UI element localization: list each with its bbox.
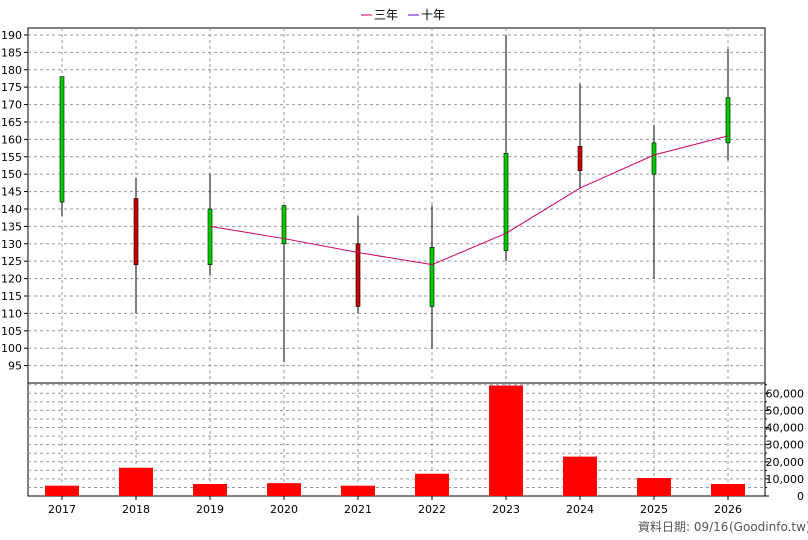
candle-2026 — [725, 48, 731, 161]
volume-bar-2022 — [415, 473, 449, 496]
price-tick-label: 135 — [1, 220, 22, 233]
candlesticks — [59, 34, 731, 363]
candle-body — [133, 198, 139, 265]
volume-bar-2024 — [563, 456, 597, 496]
x-tick-label: 2022 — [418, 503, 446, 516]
volume-bar-2017 — [45, 485, 79, 496]
legend-label-three-year: 三年 — [374, 8, 398, 22]
candle-2020 — [281, 205, 287, 363]
volume-tick-label: 0 — [797, 490, 804, 503]
price-tick-label: 185 — [1, 46, 22, 59]
volume-bar-2021 — [341, 485, 375, 496]
volume-bar-2020 — [267, 483, 301, 496]
price-tick-label: 170 — [1, 99, 22, 112]
volume-bar-2019 — [193, 484, 227, 496]
volume-bar-2018 — [119, 467, 153, 496]
volume-bars — [45, 385, 745, 496]
candle-2022 — [429, 205, 435, 349]
price-tick-label: 175 — [1, 81, 22, 94]
price-tick-label: 155 — [1, 151, 22, 164]
price-tick-label: 100 — [1, 342, 22, 355]
source-label: (Goodinfo.tw) — [729, 520, 808, 534]
data-date-label: 資料日期: 09/16 — [638, 520, 728, 534]
series-line — [209, 135, 729, 266]
volume-tick-label: 50,000 — [766, 404, 805, 417]
price-tick-label: 130 — [1, 238, 22, 251]
candle-body — [281, 205, 287, 245]
legend: 三年 十年 — [361, 8, 445, 22]
price-tick-label: 190 — [1, 29, 22, 42]
legend-label-ten-year: 十年 — [421, 8, 445, 22]
candle-body — [59, 76, 65, 203]
candle-body — [429, 246, 435, 307]
volume-panel-frame — [27, 382, 766, 497]
candle-body — [651, 142, 657, 175]
price-tick-label: 120 — [1, 273, 22, 286]
price-tick-label: 140 — [1, 203, 22, 216]
volume-tick-label: 10,000 — [766, 473, 805, 486]
price-tick-label: 125 — [1, 255, 22, 268]
candle-2017 — [59, 76, 65, 216]
price-tick-label: 115 — [1, 290, 22, 303]
volume-tick-label: 20,000 — [766, 456, 805, 469]
volume-y-axis: 0 10,000 20,000 30,000 40,000 50,000 60,000 — [765, 384, 805, 503]
volume-tick-label: 60,000 — [766, 387, 805, 400]
candle-body — [725, 97, 731, 144]
price-tick-label: 165 — [1, 116, 22, 129]
x-tick-label: 2018 — [122, 503, 150, 516]
candle-body — [577, 146, 583, 171]
volume-bar-2026 — [711, 484, 745, 496]
candle-body — [503, 152, 509, 252]
volume-tick-label: 30,000 — [766, 439, 805, 452]
volume-bar-2023 — [489, 385, 523, 496]
x-tick-label: 2023 — [492, 503, 520, 516]
volume-bar-2025 — [637, 478, 671, 496]
x-tick-label: 2025 — [640, 503, 668, 516]
volume-tick-label: 40,000 — [766, 422, 805, 435]
candle-2024 — [577, 83, 583, 189]
x-tick-label: 2026 — [714, 503, 742, 516]
x-tick-label: 2017 — [48, 503, 76, 516]
candle-2025 — [651, 125, 657, 279]
price-tick-label: 95 — [8, 360, 22, 373]
x-tick-label: 2021 — [344, 503, 372, 516]
x-tick-label: 2020 — [270, 503, 298, 516]
candle-2018 — [133, 177, 139, 314]
price-tick-label: 145 — [1, 186, 22, 199]
candle-2021 — [355, 215, 361, 314]
candle-2023 — [503, 34, 509, 262]
x-tick-label: 2024 — [566, 503, 594, 516]
price-tick-label: 150 — [1, 168, 22, 181]
candle-body — [355, 243, 361, 307]
price-tick-label: 110 — [1, 307, 22, 320]
price-tick-label: 180 — [1, 64, 22, 77]
price-y-axis: 95 100 105 110 115 120 125 130 135 140 145 150 155 16… — [1, 29, 28, 373]
price-tick-label: 160 — [1, 133, 22, 146]
price-tick-label: 105 — [1, 325, 22, 338]
three-year-average-line — [209, 135, 729, 266]
x-tick-label: 2019 — [196, 503, 224, 516]
x-axis: 2017 2018 2019 2020 2021 2022 2023 2024 2025 2026 — [48, 496, 742, 516]
candle-body — [207, 208, 213, 265]
candle-2019 — [207, 174, 213, 276]
